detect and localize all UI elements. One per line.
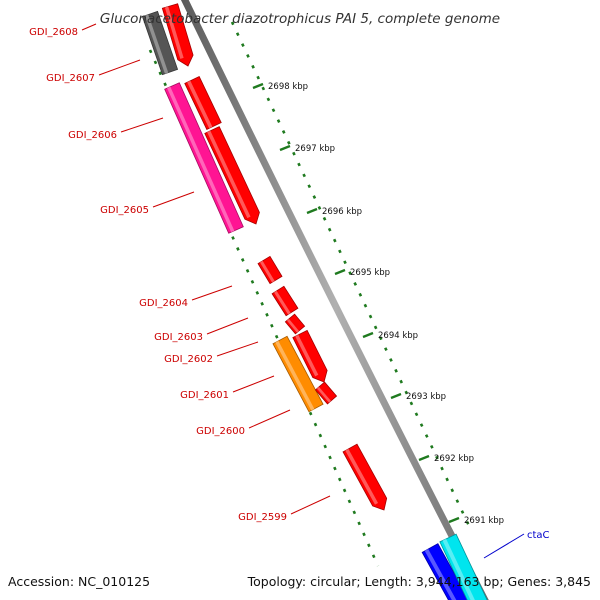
leader-line	[120, 117, 164, 133]
gene-label: GDI_2607	[46, 73, 95, 84]
ruler-tick-label: 2696 kbp	[322, 207, 362, 217]
gene-feature	[141, 10, 179, 76]
leader-line	[81, 23, 97, 31]
backbone-line	[180, 0, 489, 600]
gene-label: ctaC	[527, 530, 550, 541]
genome-summary-text: Topology: circular; Length: 3,944,163 bp…	[247, 574, 591, 589]
gene-label: GDI_2604	[139, 298, 188, 309]
gene-label-group: GDI_2599	[238, 495, 331, 523]
gene-feature	[284, 313, 306, 335]
gene-feature	[271, 285, 299, 317]
leader-line	[290, 495, 331, 515]
gene-label: GDI_2608	[29, 27, 78, 38]
ruler-tick-label: 2691 kbp	[464, 516, 504, 526]
gene-feature	[184, 76, 222, 130]
inner-ruler	[148, 49, 380, 567]
gene-label-group: GDI_2608	[29, 23, 97, 38]
gene-label: GDI_2603	[154, 332, 203, 343]
leader-line	[216, 341, 259, 357]
gene-label-group: GDI_2603	[154, 317, 249, 343]
leader-line	[152, 191, 195, 208]
gene-label: GDI_2601	[180, 390, 229, 401]
ruler-tick-label: 2692 kbp	[434, 454, 474, 464]
leader-line	[232, 375, 275, 393]
gene-label-group: GDI_2602	[164, 341, 259, 365]
gene-features	[141, 3, 488, 600]
gene-label-group: GDI_2600	[196, 409, 291, 437]
gene-label-group: GDI_2604	[139, 285, 233, 309]
gene-feature	[204, 126, 260, 225]
ruler-tick: 2698 kbp	[252, 82, 308, 92]
gene-label: GDI_2602	[164, 354, 213, 365]
ruler-tick: 2697 kbp	[279, 144, 335, 154]
genome-backbone	[180, 0, 489, 600]
gene-feature	[164, 82, 244, 234]
ruler-tick: 2695 kbp	[334, 268, 390, 278]
gene-label: GDI_2600	[196, 426, 245, 437]
gene-feature	[421, 543, 470, 600]
gene-feature	[292, 329, 328, 383]
ruler-tick: 2696 kbp	[306, 207, 362, 217]
gene-label-group: GDI_2605	[100, 191, 195, 216]
accession-text: Accession: NC_010125	[8, 574, 150, 589]
leader-line	[98, 59, 141, 76]
gene-label: GDI_2605	[100, 205, 149, 216]
ruler-tick-label: 2693 kbp	[406, 392, 446, 402]
map-title: Gluconacetobacter diazotrophicus PAI 5, …	[100, 11, 500, 27]
ruler-tick: 2694 kbp	[362, 331, 418, 341]
gene-label-group: GDI_2601	[180, 375, 275, 401]
gene-feature	[314, 381, 338, 405]
leader-line	[248, 409, 291, 429]
ruler-tick-label: 2697 kbp	[295, 144, 335, 154]
ruler-tick-label: 2695 kbp	[350, 268, 390, 278]
bp-ruler: 2698 kbp 2697 kbp 2696 kbp 2695 kbp 2694 kbp…	[148, 21, 504, 567]
gene-label: GDI_2606	[68, 130, 117, 141]
ruler-tick-label: 2698 kbp	[268, 82, 308, 92]
ruler-tick: 2691 kbp	[448, 516, 504, 526]
gene-feature	[161, 3, 194, 67]
gene-feature	[342, 443, 388, 511]
gene-label: GDI_2599	[238, 512, 287, 523]
gene-label-group: GDI_2606	[68, 117, 164, 141]
ruler-tick: 2693 kbp	[390, 392, 446, 402]
ruler-tick: 2692 kbp	[418, 454, 474, 464]
leader-line	[483, 533, 525, 559]
leader-line	[206, 317, 249, 335]
gene-label-group: GDI_2607	[46, 59, 141, 84]
gene-feature	[257, 255, 283, 285]
gene-feature	[439, 533, 488, 600]
leader-line	[191, 285, 233, 301]
gene-label-group: ctaC	[483, 530, 550, 559]
gene-feature	[272, 335, 324, 413]
ruler-tick-label: 2694 kbp	[378, 331, 418, 341]
gene-labels: GDI_2608 GDI_2607 GDI_2606 GDI_2605 GDI_2604…	[29, 23, 550, 559]
